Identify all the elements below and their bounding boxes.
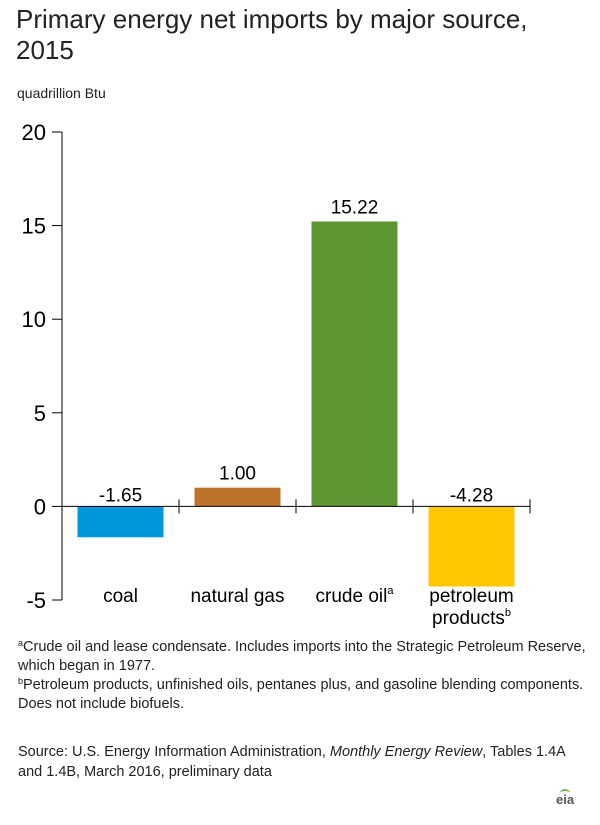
- unit-label: quadrillion Btu: [17, 85, 106, 101]
- footnote-a-marker: a: [18, 638, 24, 648]
- category-label: productsb: [432, 607, 511, 629]
- y-tick-label: 5: [34, 401, 46, 426]
- value-label: 15.22: [331, 197, 379, 218]
- footnote-a-text: Crude oil and lease condensate. Includes…: [18, 639, 586, 674]
- category-label: natural gas: [190, 586, 284, 607]
- footnote-b: bPetroleum products, unfinished oils, pe…: [18, 676, 588, 714]
- y-tick-label: 0: [34, 494, 46, 519]
- source-suffix: , Tables 1.4A and 1.4B, March 2016, prel…: [18, 744, 566, 780]
- category-superscript: b: [505, 607, 511, 619]
- value-label: -1.65: [99, 485, 142, 506]
- y-tick-label: 10: [22, 307, 46, 332]
- footnotes: aCrude oil and lease condensate. Include…: [18, 638, 588, 714]
- logo-arc-icon: [560, 789, 570, 797]
- y-tick-label: 15: [22, 214, 46, 239]
- value-label: -4.28: [450, 485, 493, 506]
- source-note: Source: U.S. Energy Information Administ…: [18, 742, 593, 782]
- category-superscript: a: [387, 585, 394, 597]
- footnote-a: aCrude oil and lease condensate. Include…: [18, 638, 588, 676]
- y-tick-label: -5: [26, 588, 46, 613]
- value-label: 1.00: [219, 464, 256, 485]
- bar-crude-oil: [311, 221, 398, 507]
- footnote-b-marker: b: [18, 676, 24, 686]
- category-label: petroleum: [429, 586, 514, 607]
- category-label: crude oila: [316, 585, 395, 607]
- y-tick-label: 20: [22, 120, 46, 145]
- bar-chart: -5 0 5 10 15 20 -1.65 1.00 15.22 -4.28 coal natural…: [22, 120, 531, 629]
- bar-coal: [77, 506, 164, 538]
- eia-logo: eia: [556, 789, 574, 807]
- source-publication: Monthly Energy Review: [329, 744, 483, 760]
- footnote-b-text: Petroleum products, unfinished oils, pen…: [18, 677, 584, 712]
- bar-petroleum-products: [428, 506, 515, 587]
- source-prefix: Source: U.S. Energy Information Administ…: [18, 744, 330, 760]
- bar-natural-gas: [194, 487, 281, 507]
- chart-title: Primary energy net imports by major sour…: [16, 4, 528, 65]
- category-label: coal: [103, 586, 138, 607]
